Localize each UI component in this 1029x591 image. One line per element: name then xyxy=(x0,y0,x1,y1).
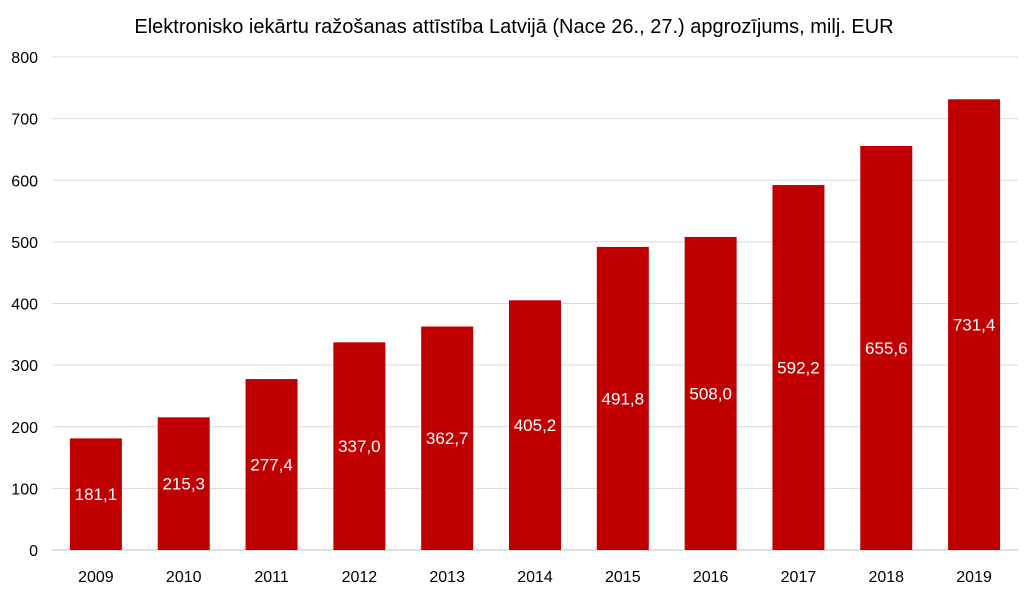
x-tick-label: 2014 xyxy=(517,569,553,586)
y-tick-label: 300 xyxy=(11,358,38,375)
bar xyxy=(69,438,122,550)
bar xyxy=(245,379,298,550)
data-label: 491,8 xyxy=(602,389,645,408)
y-tick-label: 200 xyxy=(11,420,38,437)
x-tick-label: 2010 xyxy=(166,569,202,586)
data-label: 592,2 xyxy=(777,359,820,378)
x-tick-label: 2012 xyxy=(342,569,378,586)
bar xyxy=(333,342,386,550)
y-tick-label: 800 xyxy=(11,50,38,67)
y-axis-tick-labels: 0 100 200 300 400 500 600 700 800 xyxy=(11,50,38,560)
bar xyxy=(948,99,1001,550)
bars xyxy=(69,99,1001,550)
bar xyxy=(772,185,825,550)
y-tick-label: 500 xyxy=(11,235,38,252)
y-tick-label: 400 xyxy=(11,297,38,314)
x-tick-label: 2016 xyxy=(693,569,729,586)
bar xyxy=(157,417,210,550)
x-tick-label: 2013 xyxy=(429,569,465,586)
x-tick-label: 2019 xyxy=(956,569,992,586)
data-label: 181,1 xyxy=(75,485,118,504)
data-label: 655,6 xyxy=(865,339,908,358)
y-tick-label: 700 xyxy=(11,112,38,129)
data-label: 405,2 xyxy=(514,416,557,435)
x-tick-label: 2017 xyxy=(781,569,817,586)
bar xyxy=(421,326,474,550)
bar xyxy=(684,236,737,550)
chart-title: Elektronisko iekārtu ražošanas attīstība… xyxy=(134,16,893,38)
bar xyxy=(596,246,649,550)
x-axis-tick-labels: 2009 2010 2011 2012 2013 2014 2015 2016 2017 2018… xyxy=(78,569,992,586)
data-label: 215,3 xyxy=(162,475,205,494)
x-tick-label: 2011 xyxy=(254,569,289,586)
y-tick-label: 100 xyxy=(11,481,38,498)
data-label: 731,4 xyxy=(953,316,996,335)
y-tick-label: 0 xyxy=(29,543,38,560)
x-tick-label: 2015 xyxy=(605,569,641,586)
bar xyxy=(509,300,561,550)
data-label: 277,4 xyxy=(250,456,293,475)
data-label: 508,0 xyxy=(689,384,732,403)
x-tick-label: 2009 xyxy=(78,569,114,586)
bar xyxy=(860,145,913,550)
data-label: 337,0 xyxy=(338,437,381,456)
x-tick-label: 2018 xyxy=(868,569,904,586)
y-tick-label: 600 xyxy=(11,173,38,190)
data-label: 362,7 xyxy=(426,429,469,448)
data-labels: 181,1 215,3 277,4 337,0 362,7 405,2 491,8 508,0… xyxy=(75,316,996,505)
